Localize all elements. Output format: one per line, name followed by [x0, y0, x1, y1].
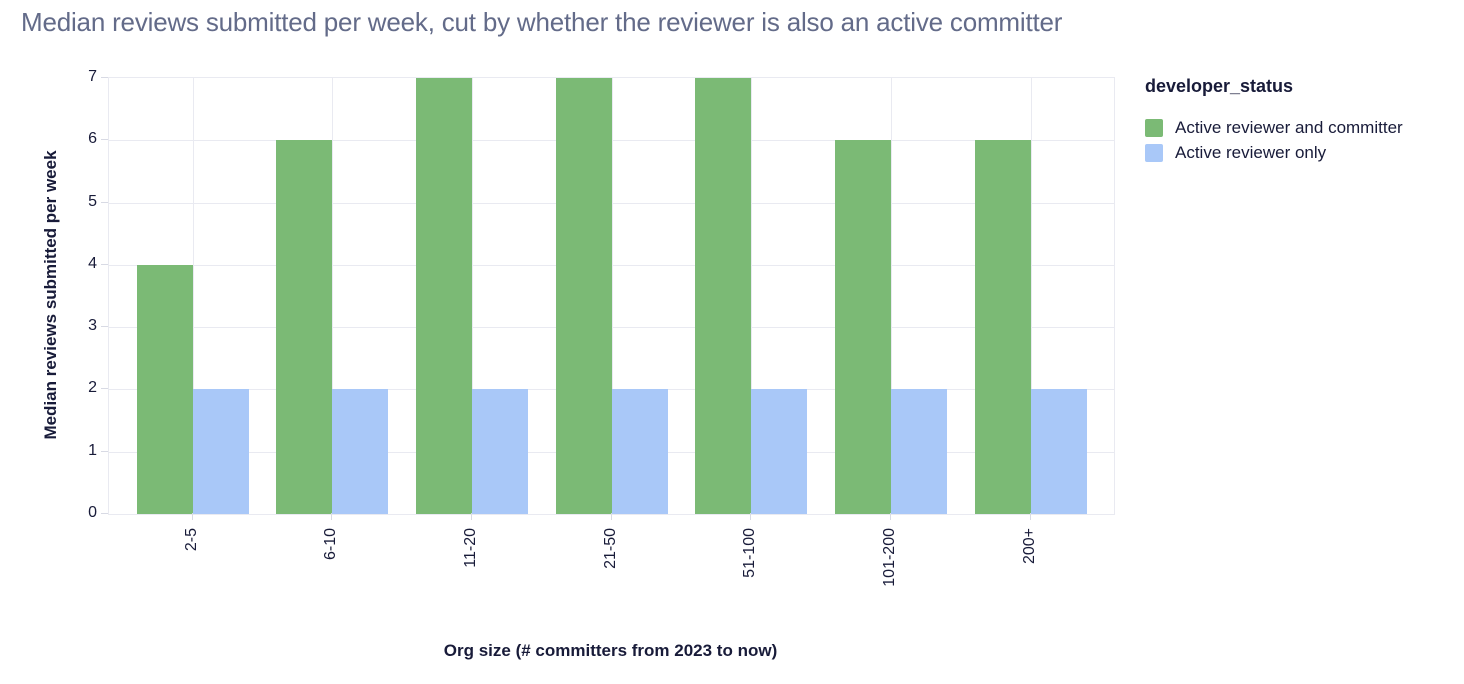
y-tick-label: 7: [88, 68, 97, 85]
bar-reviewer-only-21-50: [611, 389, 668, 514]
x-tick-label: 11-20: [461, 528, 479, 568]
x-tick: [610, 513, 612, 520]
legend-item-label: Active reviewer and committer: [1175, 117, 1403, 137]
y-tick: [101, 450, 108, 452]
y-tick-label: 6: [88, 130, 97, 148]
bar-committer-6-10: [276, 140, 333, 514]
y-tick: [101, 201, 108, 203]
y-tick: [101, 139, 108, 141]
y-tick-label: 2: [88, 379, 97, 397]
y-tick-label: 0: [88, 504, 97, 521]
x-tick-label: 200+: [1020, 528, 1038, 565]
y-tick: [101, 326, 108, 328]
y-tick: [101, 263, 108, 265]
y-tick-label: 1: [88, 441, 97, 459]
x-tick: [889, 513, 891, 520]
x-tick-label: 6-10: [322, 528, 340, 561]
gridline-v: [751, 78, 753, 514]
bar-reviewer-only-2-5: [192, 389, 249, 514]
y-tick: [101, 513, 108, 514]
gridline-v: [332, 78, 334, 514]
bar-committer-11-20: [415, 78, 472, 514]
x-tick-label: 21-50: [601, 528, 619, 569]
x-tick: [191, 513, 193, 520]
legend-items: Active reviewer and committer Active revi…: [1145, 115, 1403, 165]
gridline-v: [192, 78, 194, 514]
y-tick-label: 4: [88, 254, 97, 272]
y-tick: [101, 77, 108, 78]
legend-title: developer_status: [1145, 76, 1294, 96]
y-tick-label: 5: [88, 192, 97, 210]
legend: developer_status Active reviewer and com…: [1145, 76, 1403, 165]
y-tick-label: 3: [88, 317, 97, 335]
gridline-v: [611, 78, 613, 514]
x-tick-label: 51-100: [741, 528, 759, 578]
bar-committer-101-200: [834, 140, 891, 514]
bar-committer-2-5: [136, 264, 193, 514]
bar-reviewer-only-200+: [1030, 389, 1087, 514]
legend-item: Active reviewer and committer: [1145, 115, 1403, 140]
legend-swatch: [1145, 143, 1163, 162]
bar-reviewer-only-101-200: [890, 389, 947, 514]
plot-area: [108, 77, 1115, 515]
y-tick: [101, 388, 108, 390]
x-tick: [470, 513, 472, 520]
x-axis-title: Org size (# committers from 2023 to now): [443, 641, 778, 660]
gridline-v: [471, 78, 473, 514]
legend-swatch: [1145, 118, 1163, 137]
legend-item-label: Active reviewer only: [1175, 142, 1327, 162]
bar-committer-21-50: [555, 78, 612, 514]
x-tick: [750, 513, 752, 520]
bar-reviewer-only-51-100: [751, 389, 808, 514]
bar-reviewer-only-11-20: [471, 389, 528, 514]
chart-title: Median reviews submitted per week, cut b…: [21, 7, 1063, 37]
x-tick: [1029, 513, 1031, 520]
x-tick: [331, 513, 333, 520]
gridline-v: [1030, 78, 1032, 514]
y-axis-title: Median reviews submitted per week: [41, 150, 60, 440]
bar-reviewer-only-6-10: [332, 389, 389, 514]
x-tick-label: 101-200: [880, 528, 898, 587]
bar-committer-51-100: [695, 78, 752, 514]
legend-item: Active reviewer only: [1145, 140, 1403, 165]
x-tick-label: 2-5: [182, 528, 200, 552]
gridline-v: [890, 78, 892, 514]
bar-committer-200+: [974, 140, 1031, 514]
